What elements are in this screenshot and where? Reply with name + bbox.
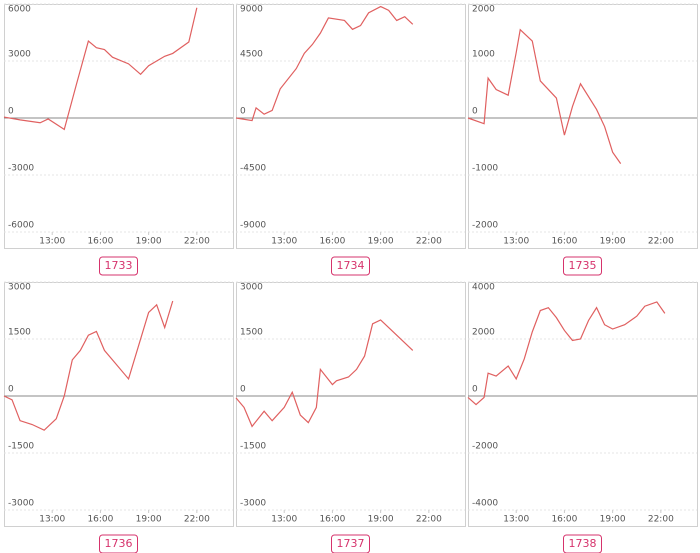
y-tick-label: -2000 (472, 221, 498, 231)
chart-title: 1735 (569, 259, 597, 272)
x-tick-label: 13:00 (39, 515, 65, 525)
y-tick-label: 0 (8, 107, 14, 117)
x-tick-label: 16:00 (551, 237, 577, 247)
y-tick-label: -1000 (472, 164, 498, 174)
y-tick-label: 0 (8, 385, 14, 395)
line-series (467, 28, 622, 164)
x-tick-label: 16:00 (319, 515, 345, 525)
chart-panel: -3000 -1500 0 1500 3000 13:00 16:00 19:00 22:00 1… (3, 281, 234, 553)
line-series (467, 301, 666, 406)
y-tick-label: 2000 (472, 5, 495, 15)
line-series (235, 319, 414, 428)
y-tick-label: -6000 (8, 221, 34, 231)
x-tick-label: 16:00 (87, 237, 113, 247)
y-tick-label: 3000 (8, 283, 31, 293)
x-tick-label: 13:00 (39, 237, 65, 247)
title-box (331, 534, 370, 553)
y-tick-label: -1500 (240, 442, 266, 452)
x-tick-label: 13:00 (503, 237, 529, 247)
y-tick-label: 0 (240, 385, 246, 395)
y-tick-label: 4000 (472, 283, 495, 293)
x-tick-label: 19:00 (368, 237, 394, 247)
panel-frame (4, 4, 234, 249)
x-tick-label: 16:00 (551, 515, 577, 525)
y-tick-label: 0 (240, 107, 246, 117)
y-tick-label: 3000 (240, 283, 263, 293)
y-tick-label: -1500 (8, 442, 34, 452)
chart-panel: -6000 -3000 0 3000 6000 13:00 16:00 19:00 22:00 1… (3, 3, 234, 276)
chart-panel: -2000 -1000 0 1000 2000 13:00 16:00 19:00 22:00 1… (467, 3, 698, 276)
y-tick-label: -9000 (240, 221, 266, 231)
y-tick-label: 3000 (8, 50, 31, 60)
y-tick-label: 2000 (472, 328, 495, 338)
x-tick-label: 19:00 (136, 237, 162, 247)
chart-title: 1733 (105, 259, 133, 272)
chart-title: 1734 (337, 259, 365, 272)
panel-frame (236, 4, 466, 249)
y-tick-label: -2000 (472, 442, 498, 452)
title-box (563, 534, 602, 553)
x-tick-label: 13:00 (271, 237, 297, 247)
x-tick-label: 19:00 (600, 515, 626, 525)
x-tick-label: 16:00 (87, 515, 113, 525)
x-tick-label: 19:00 (600, 237, 626, 247)
panel-frame (4, 282, 234, 527)
x-tick-label: 16:00 (319, 237, 345, 247)
y-tick-label: 1000 (472, 50, 495, 60)
y-tick-label: 1500 (8, 328, 31, 338)
panel-frame (236, 282, 466, 527)
x-tick-label: 22:00 (648, 515, 674, 525)
y-tick-label: 4500 (240, 50, 263, 60)
y-tick-label: 6000 (8, 5, 31, 15)
x-tick-label: 22:00 (184, 515, 210, 525)
x-tick-label: 22:00 (184, 237, 210, 247)
title-box (99, 534, 138, 553)
x-tick-label: 13:00 (271, 515, 297, 525)
y-tick-label: -3000 (240, 499, 266, 509)
x-tick-label: 22:00 (416, 237, 442, 247)
x-tick-label: 19:00 (368, 515, 394, 525)
y-tick-label: -4000 (472, 499, 498, 509)
chart-panel: -4000 -2000 0 2000 4000 13:00 16:00 19:00 22:00 1… (467, 281, 698, 553)
x-tick-label: 22:00 (648, 237, 674, 247)
panel-frame (468, 282, 698, 527)
chart-title: 1738 (569, 537, 597, 550)
x-tick-label: 13:00 (503, 515, 529, 525)
title-box (331, 256, 370, 276)
title-box (99, 256, 138, 276)
y-tick-label: -3000 (8, 164, 34, 174)
y-tick-label: 1500 (240, 328, 263, 338)
chart-panel: -9000 -4500 0 4500 9000 13:00 16:00 19:00 22:00 1… (235, 3, 466, 276)
title-box (563, 256, 602, 276)
chart-title: 1737 (337, 537, 365, 550)
y-tick-label: 0 (472, 107, 478, 117)
y-tick-label: -4500 (240, 164, 266, 174)
panel-frame (468, 4, 698, 249)
x-tick-label: 19:00 (136, 515, 162, 525)
line-series (3, 7, 198, 131)
chart-panel: -3000 -1500 0 1500 3000 13:00 16:00 19:00 22:00 1… (235, 281, 466, 553)
y-tick-label: 9000 (240, 5, 263, 15)
line-series (3, 300, 174, 431)
y-tick-label: -3000 (8, 499, 34, 509)
y-tick-label: 0 (472, 385, 478, 395)
chart-title: 1736 (105, 537, 133, 550)
x-tick-label: 22:00 (416, 515, 442, 525)
line-series (235, 5, 414, 122)
